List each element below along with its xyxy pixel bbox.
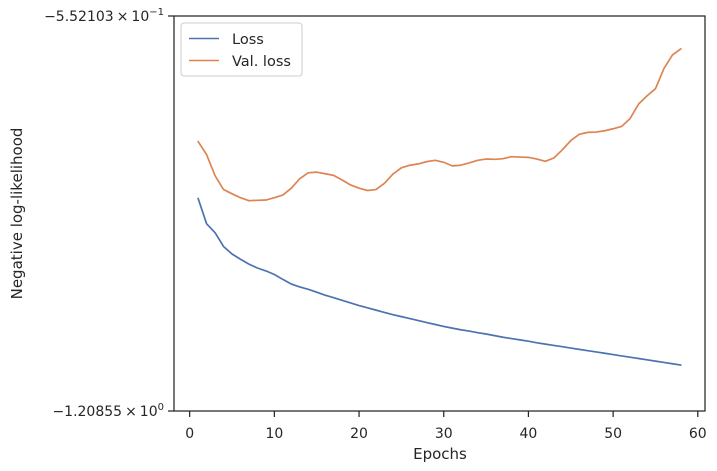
legend: Loss Val. loss bbox=[180, 22, 303, 77]
plot-area-frame bbox=[173, 15, 706, 412]
x-tick-label: 10 bbox=[265, 426, 283, 442]
series-line-loss bbox=[197, 197, 682, 366]
legend-box bbox=[180, 22, 303, 77]
x-tick-label: 0 bbox=[185, 426, 194, 442]
x-axis-label: Epochs bbox=[413, 445, 467, 463]
y-axis-ticks: −5.52103 × 10−1 −1.20855 × 100 bbox=[44, 7, 174, 420]
series-line-val-loss bbox=[197, 47, 682, 202]
series-layer bbox=[197, 47, 682, 366]
legend-label-val-loss: Val. loss bbox=[232, 54, 291, 70]
legend-label-loss: Loss bbox=[232, 32, 264, 48]
x-tick-label: 40 bbox=[520, 426, 538, 442]
y-tick-label: −1.20855 × 100 bbox=[52, 402, 164, 420]
y-axis-label: Negative log-likelihood bbox=[8, 128, 26, 300]
x-tick-label: 20 bbox=[350, 426, 368, 442]
x-tick-label: 60 bbox=[689, 426, 707, 442]
x-tick-label: 30 bbox=[435, 426, 453, 442]
y-tick-label: −5.52103 × 10−1 bbox=[44, 7, 164, 25]
x-axis-ticks: 0 10 20 30 40 50 60 bbox=[185, 411, 707, 442]
x-tick-label: 50 bbox=[604, 426, 622, 442]
